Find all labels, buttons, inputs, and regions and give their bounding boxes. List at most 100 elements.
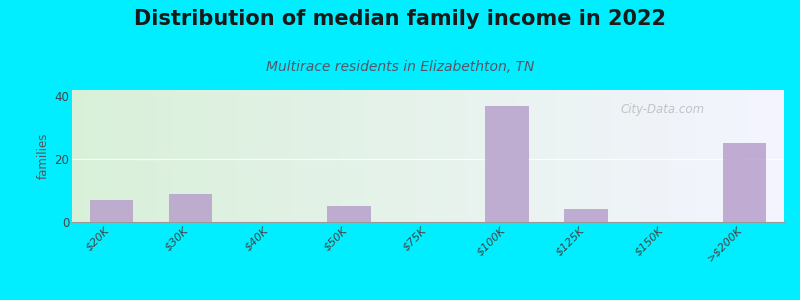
Bar bbox=[418, 90, 421, 222]
Bar bbox=[485, 90, 487, 222]
Bar bbox=[462, 90, 463, 222]
Bar bbox=[435, 90, 438, 222]
Bar bbox=[141, 90, 143, 222]
Bar bbox=[627, 90, 630, 222]
Bar bbox=[533, 90, 534, 222]
Bar bbox=[110, 90, 112, 222]
Bar bbox=[426, 90, 428, 222]
Bar bbox=[307, 90, 310, 222]
Bar bbox=[374, 90, 376, 222]
Bar bbox=[492, 90, 494, 222]
Bar bbox=[610, 90, 613, 222]
Bar bbox=[656, 90, 658, 222]
Bar bbox=[114, 90, 117, 222]
Bar bbox=[77, 90, 79, 222]
Bar bbox=[366, 90, 369, 222]
Bar bbox=[594, 90, 597, 222]
Bar bbox=[198, 90, 200, 222]
Bar bbox=[252, 90, 254, 222]
Bar bbox=[673, 90, 675, 222]
Bar bbox=[354, 90, 357, 222]
Bar bbox=[730, 90, 732, 222]
Bar bbox=[464, 90, 466, 222]
Bar bbox=[765, 90, 767, 222]
Bar bbox=[450, 90, 452, 222]
Bar bbox=[468, 90, 470, 222]
Bar bbox=[300, 90, 302, 222]
Text: Multirace residents in Elizabethton, TN: Multirace residents in Elizabethton, TN bbox=[266, 60, 534, 74]
Bar bbox=[516, 90, 518, 222]
Bar bbox=[642, 90, 644, 222]
Bar bbox=[649, 90, 651, 222]
Bar bbox=[523, 90, 526, 222]
Bar bbox=[534, 90, 537, 222]
Bar bbox=[670, 90, 673, 222]
Bar bbox=[558, 90, 561, 222]
Bar bbox=[767, 90, 770, 222]
Bar bbox=[651, 90, 654, 222]
Bar bbox=[129, 90, 131, 222]
Bar bbox=[319, 90, 321, 222]
Bar bbox=[528, 90, 530, 222]
Bar bbox=[518, 90, 521, 222]
Bar bbox=[226, 90, 229, 222]
Bar bbox=[202, 90, 205, 222]
Bar bbox=[668, 90, 670, 222]
Bar bbox=[397, 90, 399, 222]
Bar bbox=[549, 90, 551, 222]
Bar bbox=[466, 90, 468, 222]
Bar bbox=[248, 90, 250, 222]
Bar bbox=[718, 90, 720, 222]
Bar bbox=[131, 90, 134, 222]
Bar bbox=[727, 90, 730, 222]
Bar bbox=[561, 90, 563, 222]
Bar bbox=[259, 90, 262, 222]
Bar bbox=[758, 90, 760, 222]
Bar bbox=[708, 90, 710, 222]
Bar bbox=[459, 90, 462, 222]
Bar bbox=[399, 90, 402, 222]
Bar bbox=[274, 90, 276, 222]
Bar bbox=[565, 209, 608, 222]
Bar bbox=[706, 90, 708, 222]
Bar bbox=[74, 90, 77, 222]
Bar bbox=[103, 90, 106, 222]
Bar bbox=[183, 90, 186, 222]
Bar bbox=[122, 90, 124, 222]
Bar bbox=[190, 90, 193, 222]
Bar bbox=[106, 90, 107, 222]
Bar bbox=[345, 90, 347, 222]
Bar bbox=[682, 90, 684, 222]
Bar bbox=[587, 90, 590, 222]
Bar bbox=[703, 90, 706, 222]
Bar bbox=[266, 90, 269, 222]
Bar bbox=[293, 90, 295, 222]
Bar bbox=[234, 90, 236, 222]
Bar bbox=[779, 90, 782, 222]
Bar bbox=[150, 90, 153, 222]
Bar bbox=[686, 90, 689, 222]
Bar bbox=[107, 90, 110, 222]
Bar bbox=[383, 90, 386, 222]
Bar bbox=[165, 90, 167, 222]
Bar bbox=[566, 90, 568, 222]
Bar bbox=[578, 90, 580, 222]
Bar bbox=[224, 90, 226, 222]
Bar bbox=[602, 90, 604, 222]
Bar bbox=[146, 90, 148, 222]
Bar bbox=[694, 90, 696, 222]
Bar bbox=[755, 90, 758, 222]
Bar bbox=[350, 90, 352, 222]
Bar bbox=[153, 90, 155, 222]
Bar bbox=[544, 90, 546, 222]
Bar bbox=[482, 90, 485, 222]
Bar bbox=[193, 90, 195, 222]
Bar bbox=[167, 90, 170, 222]
Bar bbox=[782, 90, 784, 222]
Bar bbox=[347, 90, 350, 222]
Bar bbox=[502, 90, 504, 222]
Bar bbox=[222, 90, 224, 222]
Bar bbox=[381, 90, 383, 222]
Bar bbox=[750, 90, 753, 222]
Bar bbox=[138, 90, 141, 222]
